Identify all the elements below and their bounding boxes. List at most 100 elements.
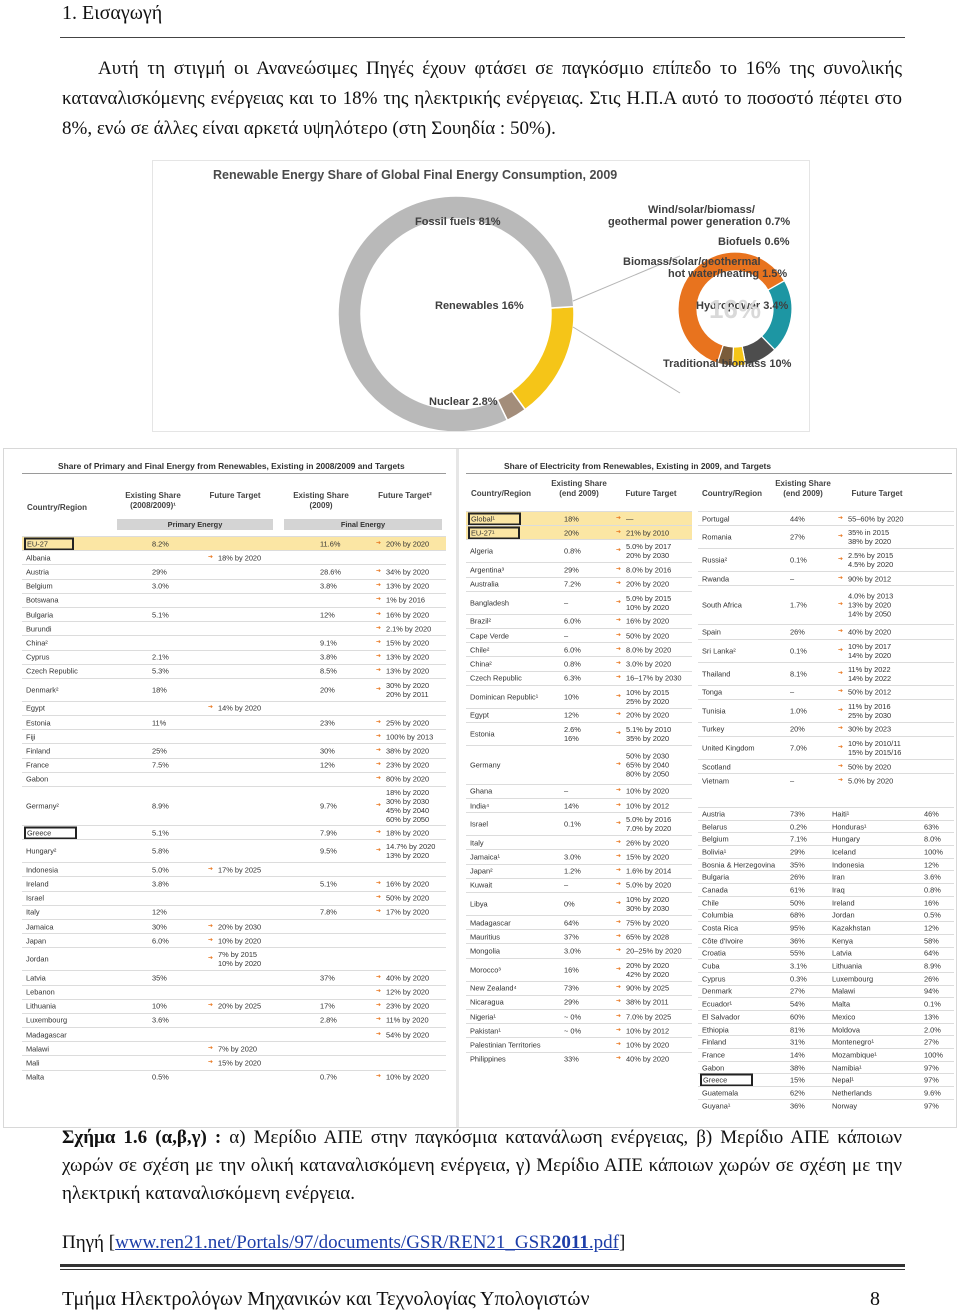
label-wind-line2: geothermal power generation 0.7% [608, 216, 790, 228]
table-row: Egypt ➔ 14% by 2020 [22, 700, 446, 715]
table-row: Costa Rica 95% Kazakhstan 12% [698, 921, 954, 934]
elec-target-line: 5.0% by 2020 [848, 776, 894, 786]
elec-target-arrow: ➔ [838, 670, 844, 677]
row-name: Denmark² [26, 685, 59, 695]
table-row: Germany ➔ 50% by 2030 65% by 2040 80% by 205… [466, 744, 692, 784]
table-row: Australia 7.2% ➔ 20% by 2020 [466, 576, 692, 591]
table-row: Austria 29% 28.6% ➔ 34% by 2020 [22, 564, 446, 578]
source-link[interactable]: www.ren21.net/Portals/97/documents/GSR/R… [115, 1232, 619, 1253]
pair-name-right: Haiti¹ [832, 809, 850, 819]
pair-name-left: Cyprus [702, 974, 726, 984]
table-row: Lebanon ➔ 12% by 2020 [22, 984, 446, 999]
row-name: Bangladesh [470, 598, 510, 608]
primary-table-rows: EU-27 8.2% 11.6% ➔ 20% by 2020 Albania ➔ 18% by… [22, 536, 446, 1084]
elec-target-arrow: ➔ [838, 688, 844, 695]
final-target-line: 18% by 2020 [386, 788, 430, 797]
final-target: 100% by 2013 [386, 732, 433, 741]
source-link-post[interactable]: .pdf [588, 1232, 619, 1253]
elec-target: 10% by 2012 [626, 801, 669, 810]
pair-value-right: 0.8% [924, 885, 941, 895]
row-name: Italy [26, 907, 40, 917]
source-link-pre[interactable]: www.ren21.net/Portals/97/documents/GSR/R… [115, 1232, 552, 1253]
table-row: Indonesia 5.0% ➔ 17% by 2025 [22, 862, 446, 876]
elec-existing: – [790, 688, 794, 697]
label-hydro: Hydropower 3.4% [696, 300, 789, 312]
row-name: Libya [470, 899, 488, 909]
elec-target-line: 25% by 2030 [848, 710, 892, 720]
primary-existing: 8.9% [152, 802, 169, 811]
row-name: Japan [26, 936, 47, 946]
source-link-bold[interactable]: 2011 [551, 1232, 589, 1253]
elec-existing: 37% [564, 932, 579, 941]
elec-target-arrow: ➔ [616, 580, 622, 587]
final-target-line: 1% by 2016 [386, 595, 426, 605]
elec-target-line: 11% by 2022 [848, 664, 891, 674]
elec-existing-line: – [790, 574, 795, 584]
table-row: Latvia 35% 37% ➔ 40% by 2020 [22, 970, 446, 984]
row-name: Sri Lanka² [702, 646, 736, 656]
table-row: Tunisia 1.0% ➔ 11% by 2016 25% by 2030 [698, 698, 954, 722]
elec-target-arrow: ➔ [616, 853, 622, 860]
table-row: Scotland ➔ 50% by 2020 [698, 758, 954, 773]
primary-target-line: 7% by 2015 [218, 950, 258, 960]
table-row: Mauritius 37% ➔ 65% by 2028 [466, 929, 692, 943]
row-name: Madagascar [470, 918, 511, 928]
final-target: 20% by 2020 [386, 539, 429, 548]
elec-existing-line: 44% [790, 514, 805, 524]
final-target-line: 20% by 2020 [386, 539, 430, 549]
final-existing-line: 37% [320, 973, 335, 983]
elec-target-line: 26% by 2020 [626, 838, 670, 848]
row-name: Finland [26, 746, 51, 756]
primary-energy-panel: Share of Primary and Final Energy from R… [22, 449, 446, 1127]
final-existing: 30% [320, 747, 335, 756]
elec-target-line: 65% by 2028 [626, 932, 670, 942]
pair-value-right: 63% [924, 822, 939, 832]
table-row: Palestinian Territories ➔ 10% by 2020 [466, 1037, 692, 1051]
final-target-arrow: ➔ [376, 686, 382, 693]
table-row: Ecuador¹ 54% Malta 0.1% [698, 997, 954, 1010]
elec-target: 20% by 2020 [626, 580, 669, 589]
final-target-arrow: ➔ [376, 761, 382, 768]
pair-value-left: 54% [790, 999, 805, 1009]
final-target: 15% by 2020 [386, 638, 429, 647]
elec-target: 5.0% by 2020 [626, 881, 671, 890]
table-row: Finland 25% 30% ➔ 38% by 2020 [22, 743, 446, 757]
elec-target: 35% in 2015 38% by 2020 [848, 528, 891, 546]
table-row: Italy ➔ 26% by 2020 [466, 835, 692, 849]
pair-name-right: Honduras¹ [832, 822, 867, 832]
table-row: Luxembourg 3.6% 2.8% ➔ 11% by 2020 [22, 1012, 446, 1027]
pair-name-left: Costa Rica [702, 923, 739, 933]
elec-existing-line: 7.0% [790, 743, 807, 753]
primary-existing: 5.0% [152, 865, 169, 874]
elec-target-line: — [626, 514, 634, 524]
elec-existing: 29% [564, 565, 579, 574]
primary-title-rule [22, 473, 446, 474]
row-name: Botswana [26, 595, 59, 605]
final-target-arrow: ➔ [376, 667, 382, 674]
electricity-existing-pairs: Austria 73% Haiti¹ 46% Belarus 0.2% Honduras¹ 6… [698, 807, 954, 1112]
primary-existing: 3.0% [152, 582, 169, 591]
pair-name-left: Finland [702, 1037, 727, 1047]
elec-existing: 10% [564, 692, 579, 701]
final-target: 16% by 2020 [386, 610, 429, 619]
pair-value-right: 8.0% [924, 834, 941, 844]
elec-existing-line: 14% [564, 801, 579, 811]
table-row: Vietnam – ➔ 5.0% by 2020 [698, 773, 954, 787]
primary-existing-line: 30% [152, 922, 167, 932]
elec-target-arrow: ➔ [838, 777, 844, 784]
primary-target-arrow: ➔ [208, 923, 214, 930]
table-row: Gabon ➔ 80% by 2020 [22, 771, 446, 786]
table-row: Bulgaria 5.1% 12% ➔ 16% by 2020 [22, 606, 446, 621]
elec-existing: – [564, 598, 568, 607]
source-label: Πηγή [ [62, 1232, 116, 1253]
table-row: Italy 12% 7.8% ➔ 17% by 2020 [22, 904, 446, 919]
elec-existing-line: 16% [564, 733, 579, 743]
elec-existing-line: – [564, 786, 569, 796]
table-row: Guatemala 62% Netherlands 9.6% [698, 1086, 954, 1099]
pair-name-left: Gabon [702, 1063, 725, 1073]
final-target-line: 16% by 2020 [386, 879, 430, 889]
final-existing: 9.7% [320, 802, 337, 811]
col-future-primary: Future Target [209, 491, 261, 500]
elec-existing: ~ 0% [564, 1026, 581, 1035]
elec-target-line: 50% by 2020 [626, 631, 670, 641]
